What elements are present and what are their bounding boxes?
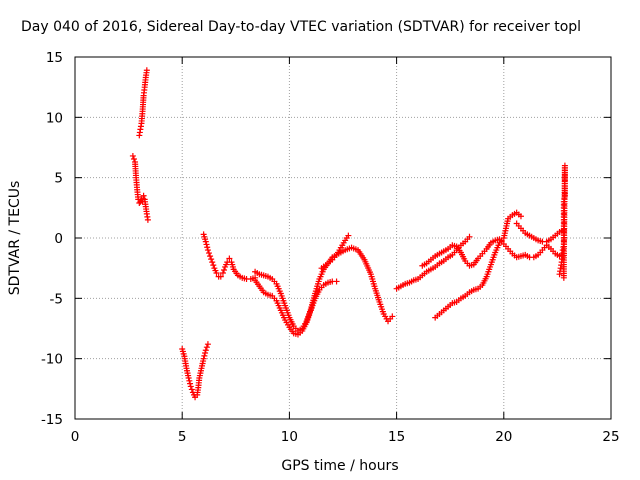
y-tick-label: 5 [54, 171, 63, 187]
data-point [389, 313, 396, 320]
data-point [204, 341, 211, 348]
data-point [202, 350, 209, 357]
data-point [221, 266, 228, 273]
y-tick-labels: -15 -10 -5 0 5 10 15 [41, 50, 63, 428]
data-point [203, 344, 210, 351]
grid [75, 57, 611, 419]
data-point [207, 253, 214, 260]
data-points [129, 67, 568, 401]
data-point [202, 347, 209, 354]
data-point [186, 377, 193, 384]
data-point [200, 355, 207, 362]
x-tick-label: 0 [71, 429, 80, 445]
data-point [466, 233, 473, 240]
x-tick-label: 20 [495, 429, 512, 445]
x-axis-label: GPS time / hours [281, 458, 398, 474]
y-tick-label: -10 [41, 352, 63, 368]
y-axis-label: SDTVAR / TECUs [7, 181, 23, 296]
data-point [201, 352, 208, 359]
data-point [208, 256, 215, 263]
data-point [187, 383, 194, 390]
data-point [210, 262, 217, 269]
data-point [188, 386, 195, 393]
x-tick-label: 10 [281, 429, 298, 445]
data-point [144, 216, 151, 223]
y-tick-label: -5 [50, 291, 63, 307]
x-tick-label: 25 [602, 429, 619, 445]
y-tick-label: 0 [54, 231, 63, 247]
x-tick-labels: 0 5 10 15 20 25 [71, 429, 620, 445]
data-point [140, 192, 147, 199]
data-point [185, 374, 192, 381]
data-point [203, 241, 210, 248]
data-point [217, 273, 224, 280]
y-tick-label: -15 [41, 412, 63, 428]
chart-title: Day 040 of 2016, Sidereal Day-to-day VTE… [21, 19, 581, 35]
data-point [130, 155, 137, 162]
axis-ticks [74, 56, 612, 420]
data-point [333, 278, 340, 285]
data-point [143, 67, 150, 74]
data-point [204, 244, 211, 251]
y-tick-label: 10 [46, 110, 63, 126]
y-tick-label: 15 [46, 50, 63, 66]
data-point [213, 269, 220, 276]
data-point [226, 255, 233, 262]
data-point [219, 269, 226, 276]
data-point [560, 274, 567, 281]
data-point [136, 200, 143, 207]
data-point [204, 247, 211, 254]
x-tick-label: 15 [388, 429, 405, 445]
data-point [129, 152, 136, 159]
data-point [206, 250, 212, 257]
x-tick-label: 5 [178, 429, 187, 445]
data-point [202, 238, 209, 245]
data-point [187, 380, 194, 387]
data-point [345, 232, 352, 239]
data-point [209, 259, 216, 266]
data-point [517, 213, 524, 220]
